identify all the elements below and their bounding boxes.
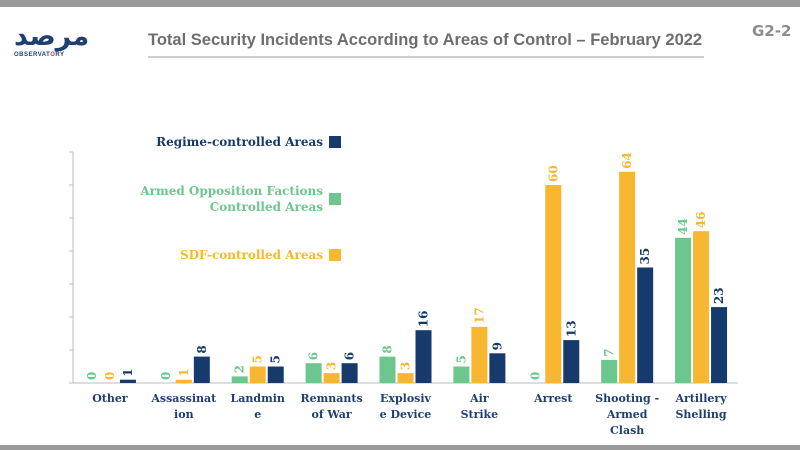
bar-value-label: 8: [381, 345, 395, 353]
bar-value-label: 5: [269, 355, 283, 363]
bar: [675, 237, 692, 383]
bar: [249, 366, 266, 383]
bar: [711, 307, 728, 383]
bar: [231, 376, 248, 383]
bar-value-label: 64: [620, 152, 634, 169]
chart-title: Total Security Incidents According to Ar…: [148, 31, 703, 49]
x-tick-label: Other: [92, 392, 128, 405]
bar-value-label: 5: [251, 355, 265, 363]
bar-value-label: 0: [103, 372, 117, 380]
bar: [341, 363, 358, 383]
bar-value-label: 13: [564, 320, 578, 337]
x-tick-label: Assassinat ion: [151, 392, 217, 421]
x-tick-label: Air Strike: [460, 392, 499, 421]
bar-value-label: 1: [121, 368, 135, 376]
bar: [415, 330, 432, 383]
chart-bars: [119, 171, 728, 383]
bar: [693, 231, 710, 383]
bar-value-label: 8: [195, 345, 209, 353]
bar: [563, 340, 580, 383]
legend-swatch: [329, 136, 341, 148]
x-tick-label: Landmin e: [230, 392, 285, 421]
title-divider: [148, 56, 704, 58]
bar-value-label: 17: [472, 307, 486, 324]
figure-code: G2-2: [752, 22, 792, 40]
x-tick-label: Shooting - Armed Clash: [595, 392, 660, 437]
bar: [601, 359, 618, 383]
bar-value-label: 1: [177, 368, 191, 376]
bar-value-label: 35: [638, 248, 652, 265]
bar: [305, 363, 322, 383]
bar: [489, 353, 506, 383]
bar: [453, 366, 470, 383]
bar-value-label: 9: [490, 342, 504, 350]
logo-english-text: OBSERVATORY: [14, 52, 65, 58]
bar: [119, 379, 136, 383]
observatory-logo: مرصد OBSERVATORY: [14, 22, 92, 62]
bar-value-label: 5: [454, 355, 468, 363]
bar-value-label: 44: [676, 218, 690, 235]
legend-label: SDF-controlled Areas: [179, 248, 323, 262]
bar: [379, 356, 396, 383]
bar-value-label: 23: [712, 287, 726, 304]
bar-value-label: 3: [399, 362, 413, 370]
bar: [323, 373, 340, 383]
bar-value-label: 0: [159, 372, 173, 380]
bar-value-label: 3: [325, 362, 339, 370]
bar: [545, 185, 562, 383]
bar-value-label: 0: [528, 372, 542, 380]
bar-value-label: 60: [546, 165, 560, 182]
x-tick-label: Artillery Shelling: [675, 392, 727, 421]
bar-value-label: 6: [307, 352, 321, 360]
bar-value-label: 7: [602, 349, 616, 357]
x-tick-label: Remnants of War: [300, 392, 363, 421]
bar: [267, 366, 284, 383]
bar: [637, 267, 654, 383]
legend-swatch: [329, 249, 341, 261]
bar-value-label: 6: [343, 352, 357, 360]
bar: [619, 171, 636, 383]
logo-arabic-text: مرصد: [14, 21, 90, 52]
x-tick-label: Arrest: [534, 392, 573, 405]
bar-value-label: 2: [233, 365, 247, 373]
legend-label: Regime-controlled Areas: [156, 135, 323, 149]
x-tick-label: Explosiv e Device: [379, 392, 432, 421]
bar: [471, 326, 488, 383]
top-border: [0, 0, 800, 7]
bar: [193, 356, 210, 383]
bar-value-label: 0: [85, 372, 99, 380]
bar: [175, 379, 192, 383]
legend-swatch: [329, 193, 341, 205]
bar-value-label: 46: [694, 211, 708, 228]
bar-value-label: 16: [417, 310, 431, 327]
legend-label: Armed Opposition Factions Controlled Area…: [140, 184, 323, 214]
bottom-border: [0, 445, 800, 450]
bar: [397, 373, 414, 383]
